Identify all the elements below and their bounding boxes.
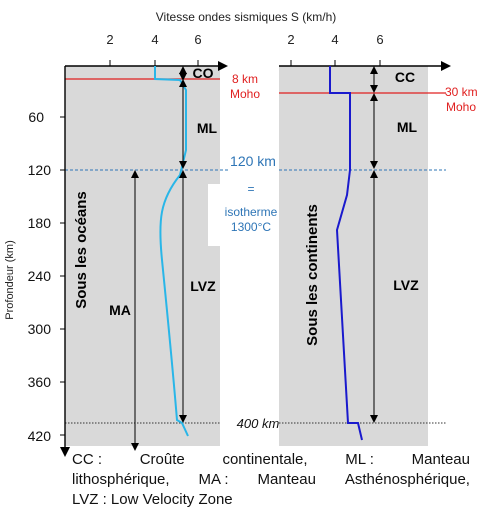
chart-title: Vitesse ondes sismiques S (km/h) xyxy=(156,10,337,24)
bottom-depth-label: 400 km xyxy=(237,416,280,431)
y-axis-label: Profondeur (km) xyxy=(4,240,16,319)
caption-word: lithosphérique, xyxy=(72,471,170,488)
y-tick-label: 180 xyxy=(28,215,52,231)
ocean-co-label: CO xyxy=(193,65,214,81)
ocean-ml-label: ML xyxy=(197,120,218,136)
x-tick-label: 6 xyxy=(194,32,201,47)
x-ticks-left: 2 4 6 xyxy=(106,32,202,66)
legend-caption: CC : Croûte continentale, ML : Manteau l… xyxy=(72,450,470,510)
isotherm-line2: 1300°C xyxy=(231,220,271,234)
y-ticks: 60 120 180 240 300 360 420 xyxy=(28,109,65,444)
continent-panel-label: Sous les continents xyxy=(304,204,321,346)
continent-lvz-label: LVZ xyxy=(393,277,419,293)
caption-line-1: CC : Croûte continentale, ML : Manteau xyxy=(72,450,470,470)
y-tick-label: 60 xyxy=(28,109,44,125)
continent-ml-label: ML xyxy=(397,119,418,135)
y-tick-label: 240 xyxy=(28,268,52,284)
caption-word: continentale, xyxy=(222,451,308,468)
ocean-moho-label: Moho xyxy=(230,87,260,101)
caption-word: MA : xyxy=(198,471,229,488)
isotherm-depth: 120 km xyxy=(230,153,276,169)
ocean-lvz-label: LVZ xyxy=(190,278,216,294)
caption-line-3: LVZ : Low Velocity Zone xyxy=(72,491,233,508)
isotherm-equals: = xyxy=(247,182,254,196)
x-tick-label: 2 xyxy=(287,32,294,47)
isotherm-box xyxy=(208,184,273,246)
isotherm-line1: isotherme xyxy=(225,205,278,219)
continent-moho-label: Moho xyxy=(446,100,476,114)
ocean-moho-depth: 8 km xyxy=(232,72,258,86)
ocean-panel-label: Sous les océans xyxy=(73,191,90,309)
caption-word: ML : xyxy=(345,451,374,468)
x-tick-label: 4 xyxy=(151,32,158,47)
x-tick-label: 6 xyxy=(376,32,383,47)
caption-word: CC : xyxy=(72,451,102,468)
caption-word: Manteau xyxy=(411,451,470,468)
ocean-panel xyxy=(65,66,220,446)
y-tick-label: 420 xyxy=(28,428,52,444)
caption-word: Croûte xyxy=(139,451,185,468)
x-ticks-right: 2 4 6 xyxy=(287,32,384,66)
caption-line-2: lithosphérique, MA : Manteau Asthénosphé… xyxy=(72,470,470,490)
continent-cc-label: CC xyxy=(395,69,415,85)
continent-velocity-curve xyxy=(329,66,363,441)
continent-moho-depth: 30 km xyxy=(445,85,478,99)
caption-word: Asthénosphérique, xyxy=(344,471,470,488)
caption-word: Manteau xyxy=(257,471,316,488)
y-tick-label: 300 xyxy=(28,321,52,337)
continent-panel xyxy=(279,66,428,446)
x-tick-label: 4 xyxy=(331,32,338,47)
y-tick-label: 120 xyxy=(28,162,52,178)
ocean-ma-label: MA xyxy=(109,302,131,318)
y-tick-label: 360 xyxy=(28,374,52,390)
x-tick-label: 2 xyxy=(106,32,113,47)
